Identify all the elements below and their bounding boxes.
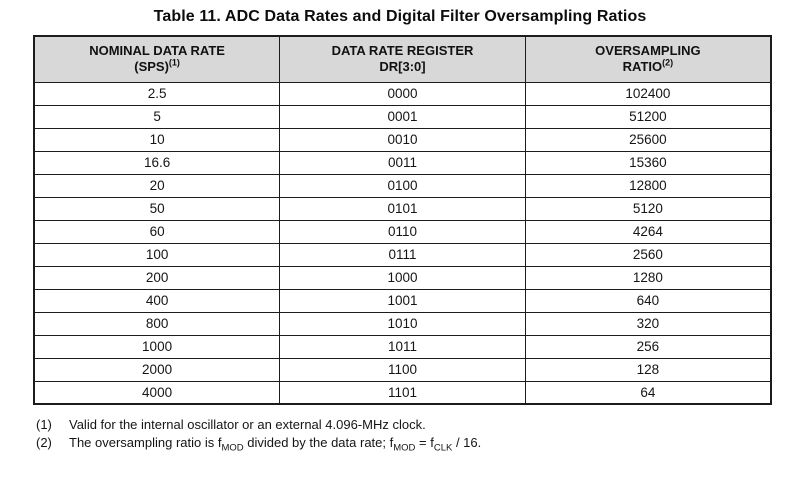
table-row: 10 0010 25600: [33, 127, 772, 152]
cell-oversampling-ratio: 2560: [524, 242, 772, 267]
header-line2: RATIO: [622, 59, 663, 75]
cell-dr-register: 0001: [279, 104, 526, 129]
table-row: 20 0100 12800: [33, 173, 772, 198]
footnotes: (1) Valid for the internal oscillator or…: [36, 416, 800, 454]
cell-nominal-data-rate: 16.6: [33, 150, 281, 175]
column-header-nominal-data-rate: NOMINAL DATA RATE (SPS)(1): [33, 35, 281, 83]
table-row: 800 1010 320: [33, 311, 772, 336]
header-row: NOMINAL DATA RATE (SPS)(1) DATA RATE REG…: [33, 35, 772, 83]
table-row: 400 1001 640: [33, 288, 772, 313]
cell-nominal-data-rate: 50: [33, 196, 281, 221]
cell-dr-register: 1001: [279, 288, 526, 313]
table-row: 16.6 0011 15360: [33, 150, 772, 175]
cell-oversampling-ratio: 12800: [524, 173, 772, 198]
cell-nominal-data-rate: 2000: [33, 357, 281, 382]
column-header-data-rate-register: DATA RATE REGISTER DR[3:0]: [279, 35, 526, 83]
subscript-mod: MOD: [393, 442, 416, 454]
footnote-text-part: / 16.: [452, 434, 482, 450]
column-header-oversampling-ratio: OVERSAMPLING RATIO(2): [524, 35, 772, 83]
table-row: 60 0110 4264: [33, 219, 772, 244]
cell-nominal-data-rate: 20: [33, 173, 281, 198]
footnote-number: (2): [36, 434, 52, 450]
cell-dr-register: 1100: [279, 357, 526, 382]
table-row: 2000 1100 128: [33, 357, 772, 382]
cell-oversampling-ratio: 25600: [524, 127, 772, 152]
table-row: 4000 1101 64: [33, 380, 772, 405]
table-row: 200 1000 1280: [33, 265, 772, 290]
table-row: 100 0111 2560: [33, 242, 772, 267]
header-line2: (SPS): [134, 59, 169, 75]
cell-dr-register: 0110: [279, 219, 526, 244]
footnote-text: The oversampling ratio is fMOD divided b…: [69, 434, 482, 454]
table-row: 50 0101 5120: [33, 196, 772, 221]
table-row: 5 0001 51200: [33, 104, 772, 129]
cell-oversampling-ratio: 256: [524, 334, 772, 359]
header-line2: DR[3:0]: [379, 59, 426, 75]
cell-nominal-data-rate: 200: [33, 265, 281, 290]
footnote-text-part: The oversampling ratio is f: [69, 434, 222, 450]
cell-nominal-data-rate: 60: [33, 219, 281, 244]
cell-nominal-data-rate: 800: [33, 311, 281, 336]
footnote-number: (1): [36, 417, 52, 432]
cell-dr-register: 1101: [279, 380, 526, 405]
subscript-clk: CLK: [433, 442, 453, 454]
adc-data-rates-table: NOMINAL DATA RATE (SPS)(1) DATA RATE REG…: [33, 35, 772, 405]
cell-oversampling-ratio: 15360: [524, 150, 772, 175]
cell-nominal-data-rate: 2.5: [33, 81, 281, 106]
cell-oversampling-ratio: 128: [524, 357, 772, 382]
cell-dr-register: 1000: [279, 265, 526, 290]
cell-dr-register: 0011: [279, 150, 526, 175]
cell-dr-register: 0101: [279, 196, 526, 221]
footnote-text-part: = f: [415, 434, 434, 450]
footnote-marker-2: (2): [662, 57, 674, 68]
cell-oversampling-ratio: 640: [524, 288, 772, 313]
cell-oversampling-ratio: 51200: [524, 104, 772, 129]
cell-oversampling-ratio: 320: [524, 311, 772, 336]
table-row: 2.5 0000 102400: [33, 81, 772, 106]
header-line1: OVERSAMPLING: [595, 43, 701, 59]
cell-oversampling-ratio: 5120: [524, 196, 772, 221]
cell-nominal-data-rate: 5: [33, 104, 281, 129]
cell-dr-register: 0000: [279, 81, 526, 106]
cell-nominal-data-rate: 4000: [33, 380, 281, 405]
header-line1: DATA RATE REGISTER: [331, 43, 474, 59]
cell-nominal-data-rate: 1000: [33, 334, 281, 359]
cell-oversampling-ratio: 4264: [524, 219, 772, 244]
footnote-text: Valid for the internal oscillator or an …: [69, 417, 426, 432]
cell-oversampling-ratio: 1280: [524, 265, 772, 290]
table-row: 1000 1011 256: [33, 334, 772, 359]
table-title: Table 11. ADC Data Rates and Digital Fil…: [153, 8, 647, 25]
cell-nominal-data-rate: 100: [33, 242, 281, 267]
footnote-marker-1: (1): [168, 57, 180, 68]
footnote-text-part: divided by the data rate; f: [243, 434, 394, 450]
subscript-mod: MOD: [221, 442, 244, 454]
cell-nominal-data-rate: 400: [33, 288, 281, 313]
cell-oversampling-ratio: 102400: [524, 81, 772, 106]
cell-dr-register: 1010: [279, 311, 526, 336]
cell-dr-register: 0010: [279, 127, 526, 152]
cell-oversampling-ratio: 64: [524, 380, 772, 405]
header-line1: NOMINAL DATA RATE: [89, 43, 225, 59]
cell-nominal-data-rate: 10: [33, 127, 281, 152]
cell-dr-register: 0100: [279, 173, 526, 198]
cell-dr-register: 0111: [279, 242, 526, 267]
footnote-1: (1) Valid for the internal oscillator or…: [36, 416, 800, 434]
footnote-2: (2) The oversampling ratio is fMOD divid…: [36, 434, 800, 454]
cell-dr-register: 1011: [279, 334, 526, 359]
